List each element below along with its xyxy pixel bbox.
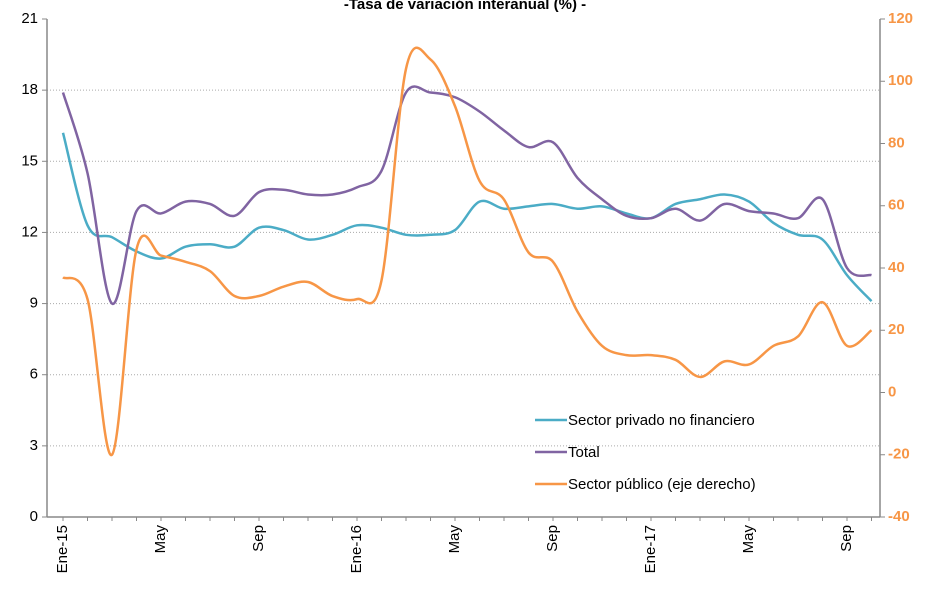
y2-tick-label: 120 bbox=[888, 10, 913, 27]
y-tick-label: 18 bbox=[21, 81, 38, 98]
x-tick-label: May bbox=[740, 525, 757, 554]
y-tick-label: 6 bbox=[30, 366, 38, 383]
x-tick-label: Ene-15 bbox=[54, 525, 71, 573]
y-tick-label: 0 bbox=[30, 508, 38, 525]
y2-tick-label: 100 bbox=[888, 72, 913, 89]
series-line bbox=[61, 85, 872, 305]
x-tick-label: Ene-16 bbox=[348, 525, 365, 573]
y-tick-label: 9 bbox=[30, 295, 38, 312]
legend-label: Sector privado no financiero bbox=[568, 412, 755, 429]
series-line bbox=[61, 132, 873, 303]
y-tick-label: 15 bbox=[21, 152, 38, 169]
series-line bbox=[62, 46, 873, 457]
y2-tick-label: 40 bbox=[888, 259, 905, 276]
y2-tick-label: 80 bbox=[888, 134, 905, 151]
chart-title: -Tasa de variación interanual (%) - bbox=[344, 0, 586, 13]
y-tick-label: 12 bbox=[21, 223, 38, 240]
y2-tick-label: 0 bbox=[888, 383, 896, 400]
y2-tick-label: 20 bbox=[888, 321, 905, 338]
x-tick-label: Sep bbox=[838, 525, 855, 552]
x-tick-label: Sep bbox=[250, 525, 267, 552]
legend-label: Sector público (eje derecho) bbox=[568, 476, 756, 493]
y2-tick-label: 60 bbox=[888, 197, 905, 214]
y2-tick-label: -20 bbox=[888, 446, 910, 463]
y-tick-label: 3 bbox=[30, 437, 38, 454]
y2-tick-label: -40 bbox=[888, 508, 910, 525]
x-tick-label: May bbox=[446, 525, 463, 554]
legend-label: Total bbox=[568, 444, 600, 461]
x-tick-label: Ene-17 bbox=[642, 525, 659, 573]
x-tick-label: May bbox=[152, 525, 169, 554]
y-tick-label: 21 bbox=[21, 10, 38, 27]
x-tick-label: Sep bbox=[544, 525, 561, 552]
